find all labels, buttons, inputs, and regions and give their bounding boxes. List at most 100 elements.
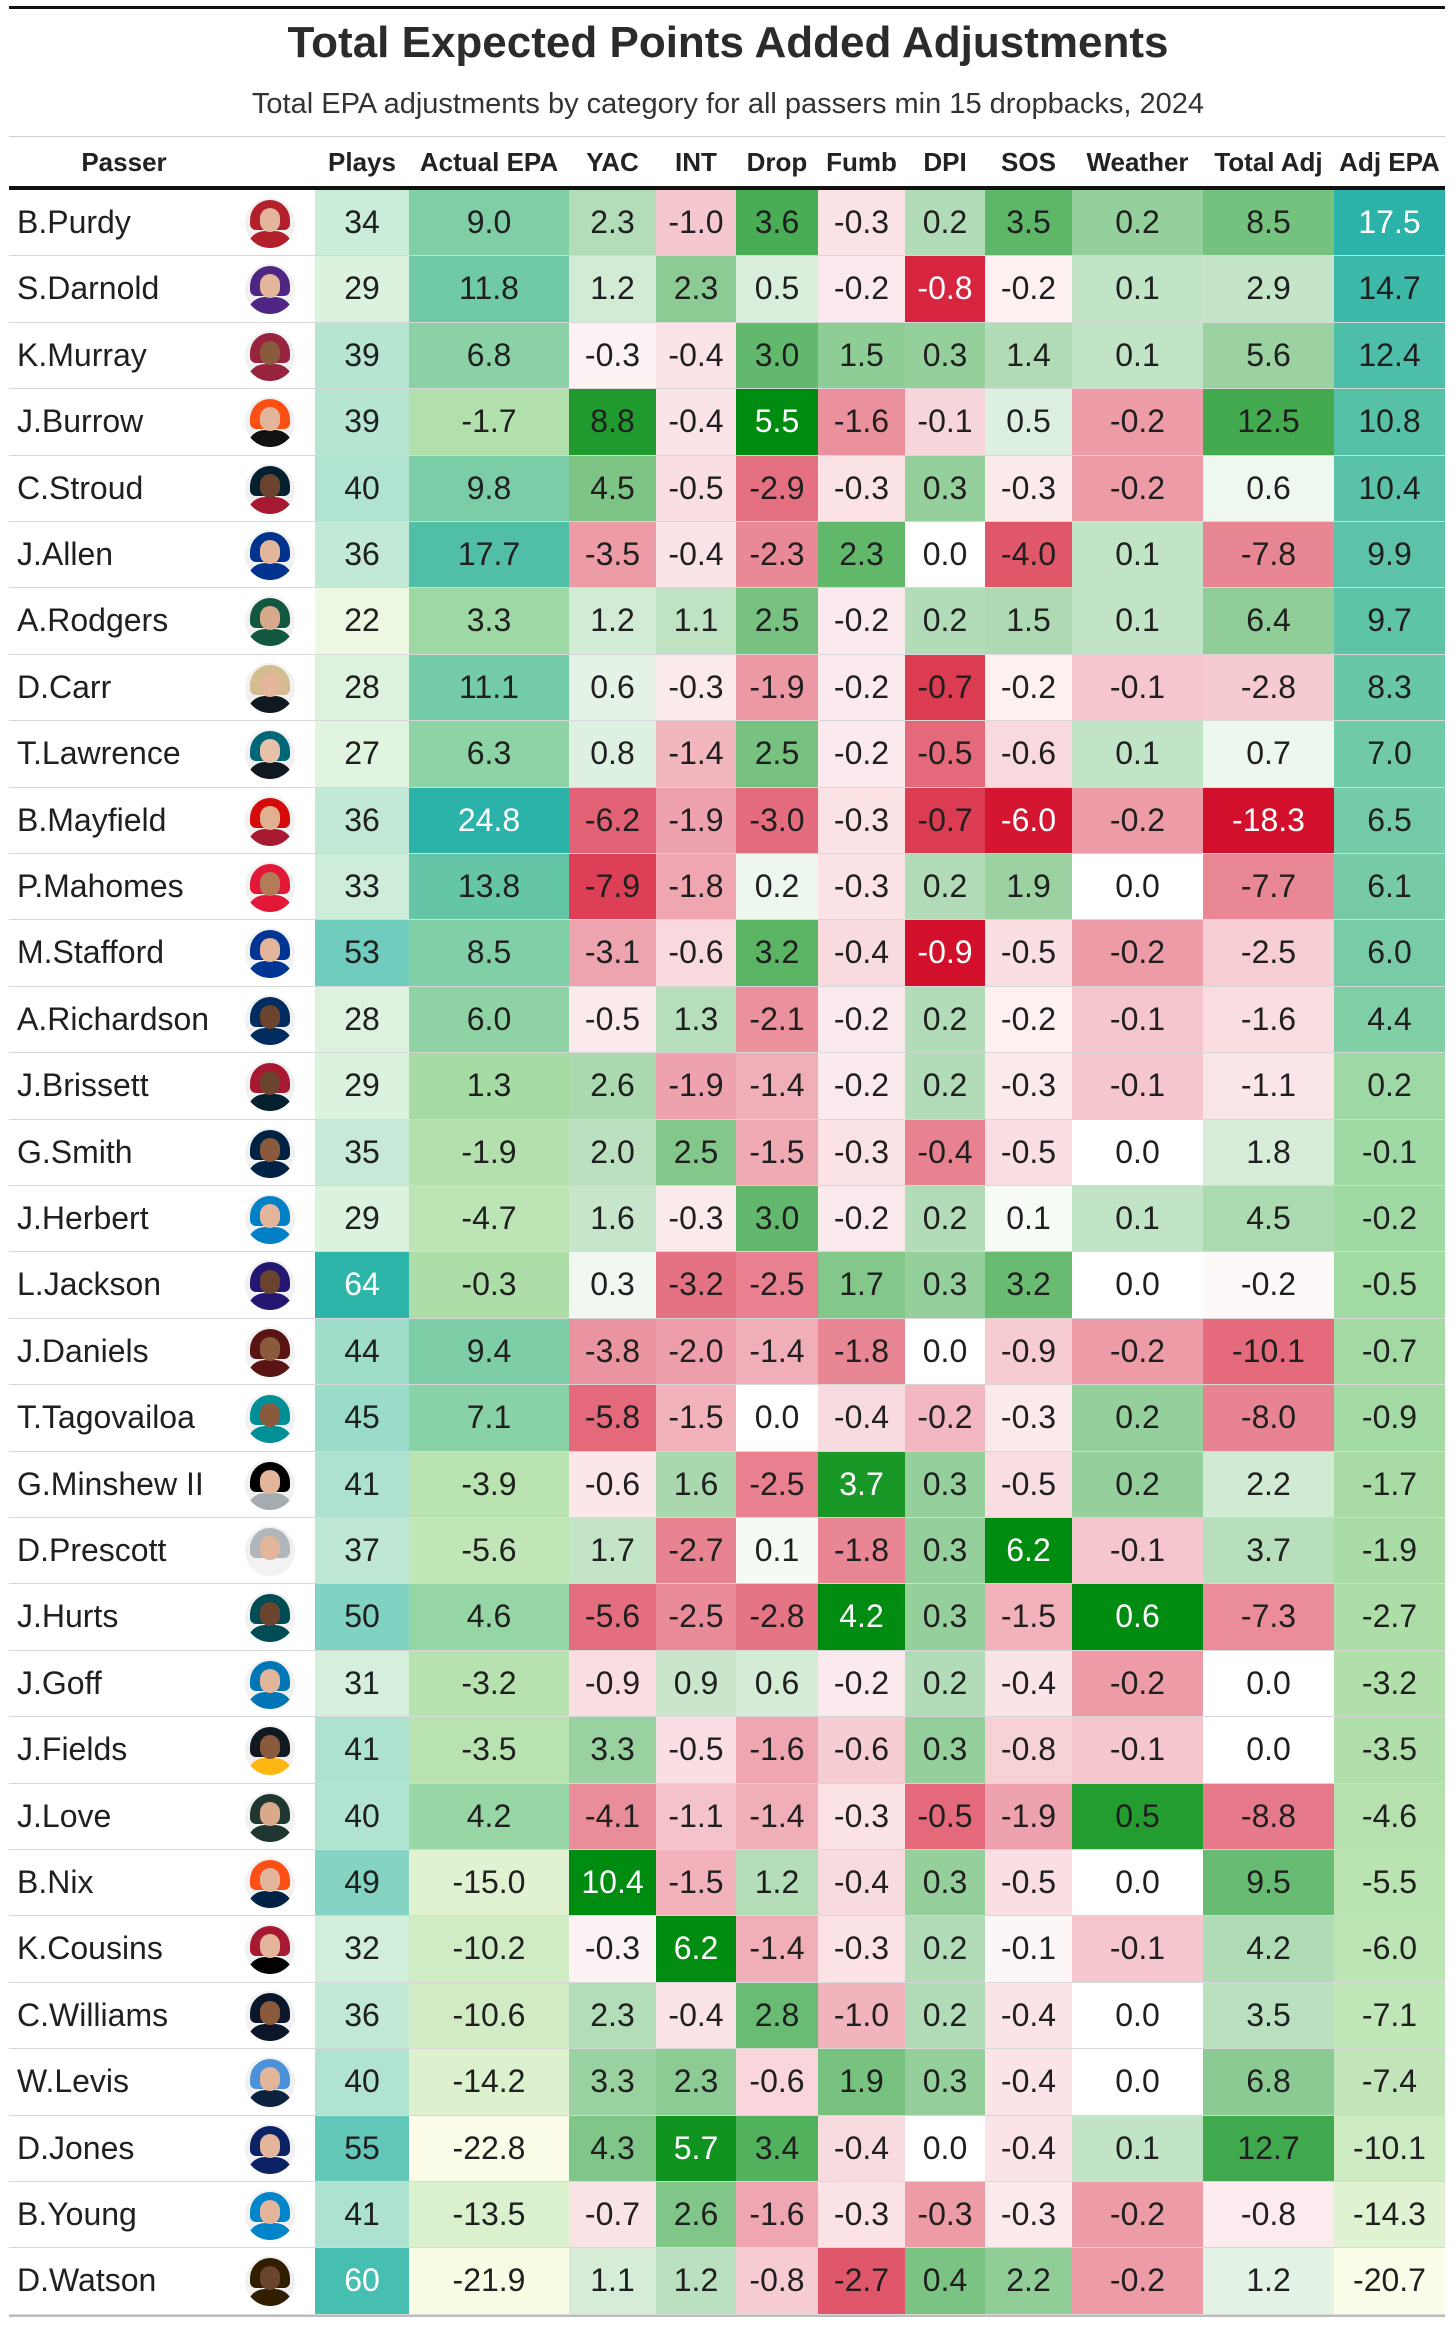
dpi-cell: 0.0 xyxy=(905,1319,985,1384)
header-drop: Drop xyxy=(746,147,808,177)
int-cell: -1.1 xyxy=(656,1784,736,1849)
plays-cell: 40 xyxy=(315,2049,409,2115)
fumb-cell: -0.4 xyxy=(818,2116,905,2181)
player-headshot xyxy=(245,1393,295,1443)
int-cell: -1.0 xyxy=(656,190,736,255)
dpi-cell: 0.2 xyxy=(905,190,985,255)
actual-epa-cell: -3.9 xyxy=(409,1452,569,1517)
int-cell: -0.4 xyxy=(656,323,736,388)
passer-name: B.Purdy xyxy=(17,204,131,240)
yac-cell: 4.3 xyxy=(569,2116,656,2181)
weather-cell: -0.2 xyxy=(1072,1651,1203,1716)
header-weather: Weather xyxy=(1086,147,1189,177)
plays-cell: 29 xyxy=(315,256,409,322)
yac-cell: 1.7 xyxy=(569,1518,656,1583)
player-headshot xyxy=(245,862,295,912)
header-actual-epa: Actual EPA xyxy=(419,147,559,177)
plays-cell: 40 xyxy=(315,456,409,521)
weather-cell: 0.2 xyxy=(1072,190,1203,255)
adj-epa-cell: -10.1 xyxy=(1334,2116,1445,2181)
table-row: J.Herbert 29 -4.7 1.6 -0.3 3.0 -0.2 0.2 0.1 0.1 4.… xyxy=(9,1186,1445,1252)
total-adj-cell: 2.2 xyxy=(1203,1452,1334,1517)
fumb-cell: -0.3 xyxy=(818,1784,905,1849)
sos-cell: -0.8 xyxy=(985,1717,1072,1783)
dpi-cell: 0.3 xyxy=(905,2049,985,2115)
plays-cell: 37 xyxy=(315,1518,409,1583)
int-cell: -1.5 xyxy=(656,1385,736,1451)
passer-name: J.Burrow xyxy=(17,403,144,439)
drop-cell: 0.1 xyxy=(736,1518,818,1583)
sos-cell: -0.9 xyxy=(985,1319,1072,1384)
plays-cell: 44 xyxy=(315,1319,409,1384)
dpi-cell: -0.8 xyxy=(905,256,985,322)
table-row: P.Mahomes 33 13.8 -7.9 -1.8 0.2 -0.3 0.2 1.9 0.0-… xyxy=(9,854,1445,920)
sos-cell: 3.2 xyxy=(985,1252,1072,1318)
sos-cell: -0.5 xyxy=(985,1120,1072,1185)
plays-cell: 34 xyxy=(315,190,409,255)
dpi-cell: 0.2 xyxy=(905,1186,985,1251)
int-cell: -0.6 xyxy=(656,920,736,986)
sos-cell: -0.3 xyxy=(985,1385,1072,1451)
table-row: C.Williams 36 -10.6 2.3 -0.4 2.8 -1.0 0.2 -0.4 0.… xyxy=(9,1983,1445,2049)
passer-name: J.Love xyxy=(17,1798,112,1834)
chart-title: Total Expected Points Added Adjustments xyxy=(287,18,1169,67)
fumb-cell: -0.6 xyxy=(818,1717,905,1783)
adj-epa-cell: -0.9 xyxy=(1334,1385,1445,1451)
drop-cell: 0.0 xyxy=(736,1385,818,1451)
drop-cell: 2.5 xyxy=(736,721,818,787)
fumb-cell: -0.3 xyxy=(818,854,905,919)
weather-cell: -0.1 xyxy=(1072,1053,1203,1119)
drop-cell: -0.6 xyxy=(736,2049,818,2115)
sos-cell: 0.1 xyxy=(985,1186,1072,1251)
sos-cell: 6.2 xyxy=(985,1518,1072,1583)
table-row: L.Jackson 64 -0.3 0.3 -3.2 -2.5 1.7 0.3 3.2 0.0 -0… xyxy=(9,1252,1445,1319)
dpi-cell: 0.2 xyxy=(905,1983,985,2048)
drop-cell: -3.0 xyxy=(736,788,818,853)
int-cell: 1.1 xyxy=(656,588,736,654)
dpi-cell: 0.3 xyxy=(905,1452,985,1517)
total-adj-cell: -7.8 xyxy=(1203,522,1334,587)
player-headshot xyxy=(245,1725,295,1775)
yac-cell: -3.1 xyxy=(569,920,656,986)
weather-cell: 0.1 xyxy=(1072,721,1203,787)
sos-cell: -0.4 xyxy=(985,2116,1072,2181)
header-rule xyxy=(9,186,1445,190)
dpi-cell: 0.2 xyxy=(905,987,985,1052)
passer-name: D.Prescott xyxy=(17,1532,167,1568)
passer-name: A.Richardson xyxy=(17,1001,210,1037)
weather-cell: 0.1 xyxy=(1072,1186,1203,1251)
yac-cell: -3.5 xyxy=(569,522,656,587)
player-headshot xyxy=(245,1194,295,1244)
dpi-cell: -0.3 xyxy=(905,2182,985,2247)
table-row: J.Hurts 50 4.6 -5.6 -2.5 -2.8 4.2 0.3 -1.5 0.6 -7.… xyxy=(9,1584,1445,1651)
passer-name: S.Darnold xyxy=(17,270,160,306)
table-row: J.Love 40 4.2 -4.1 -1.1 -1.4 -0.3 -0.5 -1.9 0.5 -8… xyxy=(9,1784,1445,1850)
total-adj-cell: 6.8 xyxy=(1203,2049,1334,2115)
sos-cell: -0.5 xyxy=(985,1452,1072,1517)
weather-cell: -0.1 xyxy=(1072,1916,1203,1982)
weather-cell: 0.0 xyxy=(1072,1850,1203,1915)
dpi-cell: 0.3 xyxy=(905,323,985,388)
weather-cell: 0.1 xyxy=(1072,256,1203,322)
passer-name: L.Jackson xyxy=(17,1266,162,1302)
plays-cell: 41 xyxy=(315,2182,409,2247)
fumb-cell: -1.6 xyxy=(818,389,905,455)
fumb-cell: -2.7 xyxy=(818,2248,905,2314)
sos-cell: 1.9 xyxy=(985,854,1072,919)
plays-cell: 45 xyxy=(315,1385,409,1451)
sos-cell: -0.4 xyxy=(985,1651,1072,1716)
actual-epa-cell: 11.1 xyxy=(409,655,569,720)
header-int: INT xyxy=(675,147,717,177)
int-cell: -1.9 xyxy=(656,1053,736,1119)
total-adj-cell: -8.0 xyxy=(1203,1385,1334,1451)
plays-cell: 28 xyxy=(315,987,409,1052)
weather-cell: -0.2 xyxy=(1072,389,1203,455)
int-cell: 2.3 xyxy=(656,2049,736,2115)
player-headshot xyxy=(245,729,295,779)
yac-cell: -0.3 xyxy=(569,1916,656,1982)
passer-name: A.Rodgers xyxy=(17,602,169,638)
plays-cell: 32 xyxy=(315,1916,409,1982)
plays-cell: 39 xyxy=(315,389,409,455)
fumb-cell: 2.3 xyxy=(818,522,905,587)
int-cell: -3.2 xyxy=(656,1252,736,1318)
